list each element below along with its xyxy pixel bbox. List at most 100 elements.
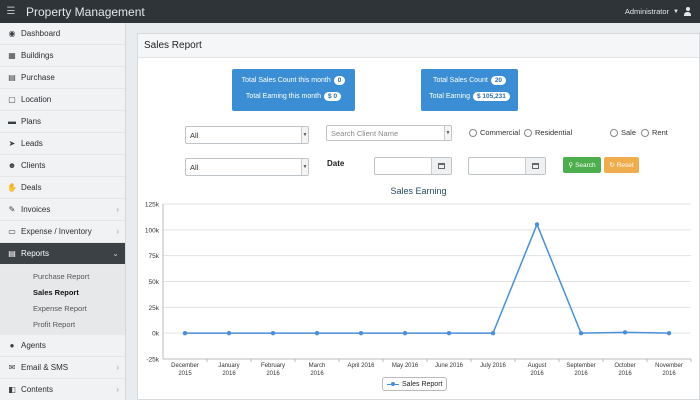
x-tick-label: September [566,363,595,369]
reset-button[interactable]: ↻ Reset [604,157,639,173]
reset-button-label: Reset [616,161,634,169]
x-tick-label: February [261,363,285,369]
data-point [534,222,540,227]
radio-sale[interactable]: Sale [610,128,636,137]
date-label: Date [327,159,345,168]
user-icon [683,7,692,16]
month-earning-badge: $ 0 [324,91,342,101]
submenu-item-purchase-report[interactable]: Purchase Report [33,271,90,281]
month-earning-label: Total Earning this month [245,92,322,100]
data-point [446,330,452,336]
sidebar-item-contents[interactable]: ◧ Contents › [0,379,125,400]
y-tick-label: 0k [152,331,160,338]
top-bar: ☰ Property Management Administrator ▼ [0,0,700,23]
radio-commercial[interactable]: Commercial [469,128,520,137]
radio-rent[interactable]: Rent [641,128,668,137]
sidebar-item-label: Email & SMS [21,363,69,372]
sidebar-item-invoices[interactable]: ✎ Invoices › [0,199,125,221]
legend-label: Sales Report [402,380,443,388]
select-arrow-icon: ▼ [301,159,308,175]
calendar-icon[interactable] [431,158,451,174]
x-tick-label: May 2016 [392,363,419,369]
caret-down-icon: ▼ [673,8,679,15]
x-tick-label: 2016 [618,371,632,375]
sidebar-item-label: Location [21,95,52,104]
y-tick-label: 125k [145,202,160,209]
sidebar-item-reports[interactable]: ▤ Reports ⌄ [0,243,125,265]
chevron-right-icon: › [116,363,119,372]
data-point [358,330,364,336]
total-count-badge: 20 [490,75,507,85]
submenu-item-profit-report[interactable]: Profit Report [33,319,76,329]
radio-circle-icon[interactable] [610,128,618,137]
sidebar-item-deals[interactable]: ✋ Deals [0,177,125,199]
data-point [182,330,188,336]
sidebar-item-plans[interactable]: ▬ Plans [0,111,125,133]
reports-icon: ▤ [8,249,16,258]
submenu-item-sales-report[interactable]: Sales Report [33,287,79,297]
data-point [622,330,628,335]
x-tick-label: April 2016 [347,363,375,369]
sidebar-item-label: Invoices [21,205,51,214]
x-tick-label: January [218,363,239,369]
sidebar-item-expense-inventory[interactable]: ▭ Expense / Inventory › [0,221,125,243]
sidebar-item-dashboard[interactable]: ◉ Dashboard [0,23,125,45]
month-count-label: Total Sales Count this month [241,76,331,84]
category-select-value: All [190,130,199,140]
y-tick-label: 50k [149,279,160,286]
chevron-right-icon: › [116,227,119,236]
user-menu[interactable]: Administrator ▼ [625,0,692,23]
sidebar-item-leads[interactable]: ➤ Leads [0,133,125,155]
chart-legend[interactable]: Sales Report [382,377,448,391]
radio-circle-icon[interactable] [469,128,477,137]
x-tick-label: 2016 [222,371,236,375]
x-tick-label: 2016 [266,371,280,375]
type-select[interactable]: All ▼ [185,158,309,176]
radio-sale-label: Sale [621,128,637,137]
clients-icon: ☻ [7,161,17,170]
invoices-icon: ✎ [8,205,16,214]
page-title: Sales Report [138,34,699,58]
x-tick-label: 2016 [662,371,676,375]
sidebar-item-label: Dashboard [21,29,61,38]
x-tick-label: August [528,363,547,369]
date-from-input[interactable] [374,157,452,175]
sidebar-item-clients[interactable]: ☻ Clients [0,155,125,177]
series-line-sales-report [185,222,670,334]
menu-toggle-icon[interactable]: ☰ [6,6,16,17]
sidebar-item-agents[interactable]: ● Agents [0,335,125,357]
sidebar-item-purchase[interactable]: ▤ Purchase [0,67,125,89]
sidebar-item-location[interactable]: ▢ Location [0,89,125,111]
search-button[interactable]: ⚲ Search [563,157,601,173]
total-count-label: Total Sales Count [432,76,488,84]
calendar-icon[interactable] [525,158,545,174]
date-to-input[interactable] [468,157,546,175]
radio-circle-icon[interactable] [641,128,649,137]
sidebar: ◉ Dashboard ▦ Buildings ▤ Purchase ▢ Location ▬ P… [0,23,126,400]
sidebar-item-email-sms[interactable]: ✉ Email & SMS › [0,357,125,379]
total-earning-badge: $ 105,231 [472,91,510,101]
total-stats-box: Total Sales Count 20 Total Earning $ 105… [421,69,518,111]
dashboard-icon: ◉ [8,29,16,38]
x-tick-label: 2016 [574,371,588,375]
search-icon: ⚲ [568,162,574,169]
category-select[interactable]: All ▼ [185,126,309,144]
submenu-item-expense-report[interactable]: Expense Report [33,303,87,313]
sidebar-item-label: Clients [21,161,46,170]
chevron-right-icon: › [116,385,119,394]
data-point [490,330,496,336]
client-search-select[interactable]: Search Client Name ▼ [326,125,452,141]
radio-rent-label: Rent [652,128,668,137]
email-icon: ✉ [8,363,16,372]
sidebar-item-buildings[interactable]: ▦ Buildings [0,45,125,67]
x-tick-label: July 2016 [480,363,506,369]
month-count-badge: 0 [333,75,346,85]
chevron-down-icon: ⌄ [112,249,119,258]
sidebar-item-label: Agents [21,341,46,350]
radio-circle-icon[interactable] [524,128,532,137]
select-arrow-icon: ▼ [444,126,451,140]
data-point [402,330,408,336]
radio-residential[interactable]: Residential [524,128,572,137]
leads-icon: ➤ [8,139,16,148]
data-point [666,330,672,336]
